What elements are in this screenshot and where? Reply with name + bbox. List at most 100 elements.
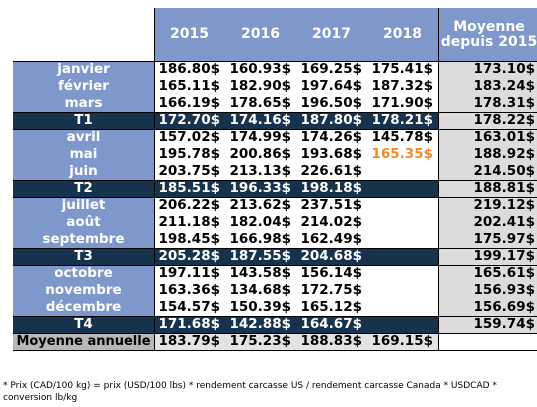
value-cell: 185.51$ bbox=[154, 180, 225, 197]
value-cell: 154.57$ bbox=[154, 299, 225, 316]
value-cell: 174.16$ bbox=[225, 112, 296, 129]
value-cell: 174.26$ bbox=[296, 129, 367, 146]
average-cell: 173.10$ bbox=[438, 61, 537, 78]
value-cell: 169.15$ bbox=[367, 333, 438, 350]
row-label: décembre bbox=[13, 299, 154, 316]
value-cell: 196.50$ bbox=[296, 95, 367, 112]
value-cell: 197.11$ bbox=[154, 265, 225, 282]
average-cell: 188.92$ bbox=[438, 146, 537, 163]
row-label: septembre bbox=[13, 231, 154, 248]
row-label: T2 bbox=[13, 180, 154, 197]
value-cell: 157.02$ bbox=[154, 129, 225, 146]
average-cell: 178.31$ bbox=[438, 95, 537, 112]
value-cell bbox=[367, 316, 438, 333]
average-cell bbox=[438, 333, 537, 350]
value-cell bbox=[367, 265, 438, 282]
header-blank-cell bbox=[13, 8, 154, 61]
average-cell: 178.22$ bbox=[438, 112, 537, 129]
row-label: juin bbox=[13, 163, 154, 180]
row-divider bbox=[13, 333, 537, 334]
value-cell bbox=[367, 214, 438, 231]
column-header: Moyenne depuis 2015 bbox=[438, 8, 537, 61]
row-label: T3 bbox=[13, 248, 154, 265]
row-divider bbox=[13, 197, 537, 198]
value-cell: 203.75$ bbox=[154, 163, 225, 180]
row-label: T1 bbox=[13, 112, 154, 129]
row-divider bbox=[13, 350, 537, 351]
column-header: 2015 bbox=[154, 8, 225, 61]
value-cell: 160.93$ bbox=[225, 61, 296, 78]
row-divider bbox=[13, 61, 537, 62]
value-cell: 187.55$ bbox=[225, 248, 296, 265]
value-cell: 165.12$ bbox=[296, 299, 367, 316]
value-cell: 198.45$ bbox=[154, 231, 225, 248]
average-cell: 163.01$ bbox=[438, 129, 537, 146]
value-cell: 187.32$ bbox=[367, 78, 438, 95]
value-cell: 205.28$ bbox=[154, 248, 225, 265]
row-divider bbox=[13, 129, 537, 130]
value-cell: 165.35$ bbox=[367, 146, 438, 163]
row-label: février bbox=[13, 78, 154, 95]
value-cell: 178.21$ bbox=[367, 112, 438, 129]
average-cell: 156.69$ bbox=[438, 299, 537, 316]
column-divider bbox=[154, 8, 155, 350]
average-cell: 219.12$ bbox=[438, 197, 537, 214]
row-divider bbox=[13, 180, 537, 181]
value-cell: 165.11$ bbox=[154, 78, 225, 95]
value-cell bbox=[367, 299, 438, 316]
value-cell bbox=[367, 248, 438, 265]
value-cell: 237.51$ bbox=[296, 197, 367, 214]
row-label: juillet bbox=[13, 197, 154, 214]
average-cell: 214.50$ bbox=[438, 163, 537, 180]
column-header: 2016 bbox=[225, 8, 296, 61]
row-label: mars bbox=[13, 95, 154, 112]
value-cell: 183.79$ bbox=[154, 333, 225, 350]
value-cell: 166.98$ bbox=[225, 231, 296, 248]
value-cell: 195.78$ bbox=[154, 146, 225, 163]
value-cell bbox=[367, 282, 438, 299]
row-label: novembre bbox=[13, 282, 154, 299]
value-cell: 172.75$ bbox=[296, 282, 367, 299]
row-divider bbox=[13, 112, 537, 113]
column-divider bbox=[438, 8, 439, 350]
value-cell: 143.58$ bbox=[225, 265, 296, 282]
value-cell: 145.78$ bbox=[367, 129, 438, 146]
value-cell: 182.04$ bbox=[225, 214, 296, 231]
value-cell: 178.65$ bbox=[225, 95, 296, 112]
average-cell: 159.74$ bbox=[438, 316, 537, 333]
value-cell: 197.64$ bbox=[296, 78, 367, 95]
value-cell: 175.41$ bbox=[367, 61, 438, 78]
value-cell: 171.90$ bbox=[367, 95, 438, 112]
row-divider bbox=[13, 316, 537, 317]
row-label: avril bbox=[13, 129, 154, 146]
row-label: août bbox=[13, 214, 154, 231]
value-cell: 213.62$ bbox=[225, 197, 296, 214]
value-cell: 186.80$ bbox=[154, 61, 225, 78]
value-cell: 150.39$ bbox=[225, 299, 296, 316]
value-cell: 226.61$ bbox=[296, 163, 367, 180]
value-cell: 213.13$ bbox=[225, 163, 296, 180]
average-cell: 199.17$ bbox=[438, 248, 537, 265]
column-header: 2018 bbox=[367, 8, 438, 61]
value-cell: 182.90$ bbox=[225, 78, 296, 95]
row-label: T4 bbox=[13, 316, 154, 333]
value-cell: 172.70$ bbox=[154, 112, 225, 129]
value-cell: 193.68$ bbox=[296, 146, 367, 163]
value-cell: 164.67$ bbox=[296, 316, 367, 333]
value-cell: 187.80$ bbox=[296, 112, 367, 129]
value-cell bbox=[367, 163, 438, 180]
value-cell: 175.23$ bbox=[225, 333, 296, 350]
average-cell: 188.81$ bbox=[438, 180, 537, 197]
value-cell: 142.88$ bbox=[225, 316, 296, 333]
value-cell bbox=[367, 231, 438, 248]
value-cell: 134.68$ bbox=[225, 282, 296, 299]
value-cell: 200.86$ bbox=[225, 146, 296, 163]
row-label: janvier bbox=[13, 61, 154, 78]
row-label: Moyenne annuelle bbox=[13, 333, 154, 350]
average-cell: 175.97$ bbox=[438, 231, 537, 248]
value-cell: 196.33$ bbox=[225, 180, 296, 197]
value-cell: 211.18$ bbox=[154, 214, 225, 231]
column-header: 2017 bbox=[296, 8, 367, 61]
value-cell: 169.25$ bbox=[296, 61, 367, 78]
footnote: * Prix (CAD/100 kg) = prix (USD/100 lbs)… bbox=[3, 381, 497, 403]
